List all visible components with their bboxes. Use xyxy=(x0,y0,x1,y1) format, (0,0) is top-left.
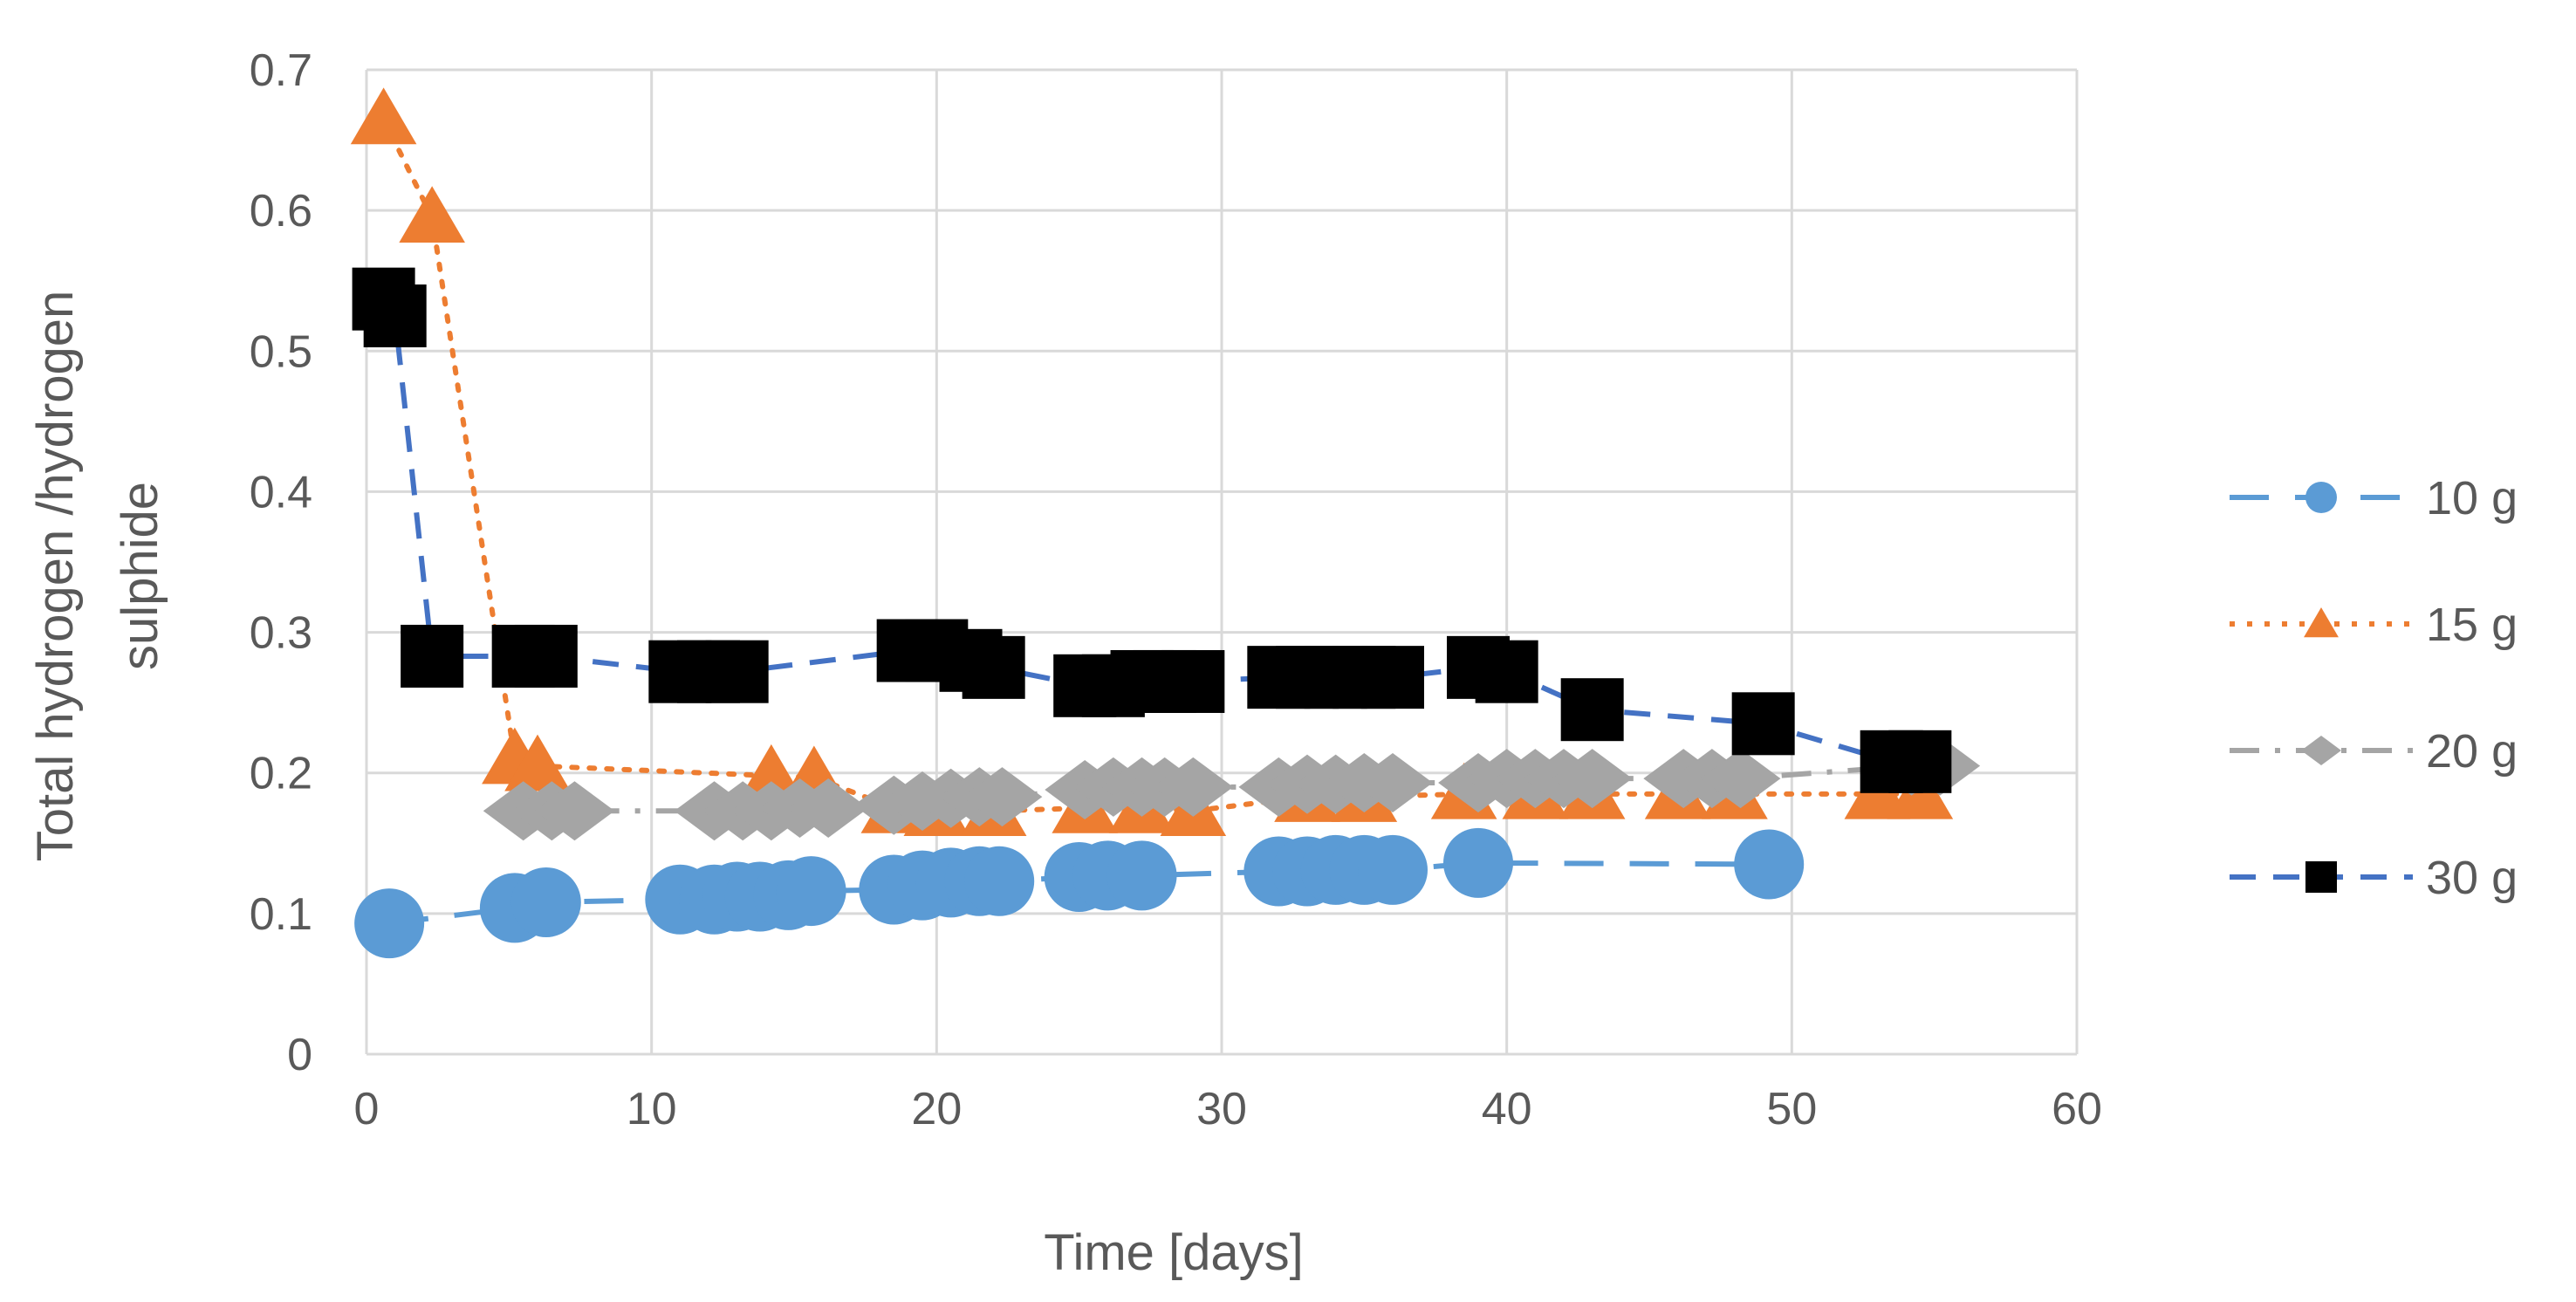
x-tick-label: 10 xyxy=(627,1084,677,1134)
y-tick-label: 0.4 xyxy=(250,467,312,517)
legend-marker xyxy=(2305,482,2337,513)
data-point xyxy=(1353,752,1433,812)
x-tick-label: 0 xyxy=(354,1084,380,1134)
legend-marker xyxy=(2301,736,2341,765)
tick-labels: 0 0.1 0.2 0.3 0.4 0.5 0.6 0.7 0 10 20 30 40 50 60 xyxy=(250,45,2102,1134)
data-point xyxy=(1888,730,1952,793)
series-30-g xyxy=(352,267,1952,793)
data-point xyxy=(964,846,1035,916)
data-point xyxy=(534,781,615,841)
data-point xyxy=(1734,829,1805,900)
data-point xyxy=(504,734,571,791)
y-tick-label: 0.1 xyxy=(250,889,312,940)
data-point xyxy=(1358,834,1428,905)
y-tick-label: 0 xyxy=(287,1030,312,1080)
data-point xyxy=(1731,692,1795,756)
data-point xyxy=(350,87,417,145)
data-point xyxy=(510,867,581,937)
x-tick-label: 30 xyxy=(1196,1084,1247,1134)
legend-item: 20 g xyxy=(2230,725,2518,778)
y-axis-title-line-2: sulphide xyxy=(112,482,168,670)
data-point xyxy=(399,186,465,243)
y-tick-label: 0.2 xyxy=(250,749,312,799)
data-point xyxy=(1552,749,1633,809)
data-point xyxy=(401,624,464,688)
legend: 10 g 15 g 20 g 30 g xyxy=(2230,472,2518,904)
data-point xyxy=(363,284,427,347)
x-axis-title: Time [days] xyxy=(1044,1224,1304,1281)
data-point xyxy=(705,640,769,703)
legend-marker xyxy=(2304,607,2339,638)
data-point xyxy=(962,767,1043,827)
data-point xyxy=(1361,646,1424,709)
legend-label: 15 g xyxy=(2426,599,2518,651)
legend-item: 10 g xyxy=(2230,472,2518,524)
data-point xyxy=(1161,649,1225,713)
data-point xyxy=(1700,749,1781,809)
legend-label: 10 g xyxy=(2426,472,2518,524)
y-axis-title-line-1: Total hydrogen /hydrogen xyxy=(27,291,84,862)
x-tick-label: 50 xyxy=(1766,1084,1817,1134)
y-tick-label: 0.3 xyxy=(250,608,312,659)
x-tick-label: 40 xyxy=(1482,1084,1532,1134)
x-tick-label: 20 xyxy=(911,1084,962,1134)
data-point xyxy=(1560,678,1624,742)
y-tick-label: 0.7 xyxy=(250,45,312,96)
series-10-g xyxy=(354,827,1805,959)
data-point xyxy=(776,856,846,927)
y-tick-label: 0.5 xyxy=(250,326,312,377)
data-point xyxy=(962,635,1025,699)
x-tick-label: 60 xyxy=(2052,1084,2102,1134)
data-point xyxy=(1153,757,1234,817)
data-point xyxy=(514,624,578,688)
y-tick-label: 0.6 xyxy=(250,186,312,236)
legend-label: 30 g xyxy=(2426,852,2518,904)
data-point xyxy=(354,888,425,959)
data-point xyxy=(1475,640,1538,703)
legend-label: 20 g xyxy=(2426,725,2518,778)
data-point xyxy=(738,744,805,801)
data-point xyxy=(1106,840,1177,911)
legend-item: 15 g xyxy=(2230,599,2518,651)
series-layer xyxy=(350,87,1981,959)
legend-item: 30 g xyxy=(2230,852,2518,904)
legend-marker xyxy=(2305,861,2337,893)
data-point xyxy=(1443,827,1513,898)
data-point xyxy=(788,778,869,838)
